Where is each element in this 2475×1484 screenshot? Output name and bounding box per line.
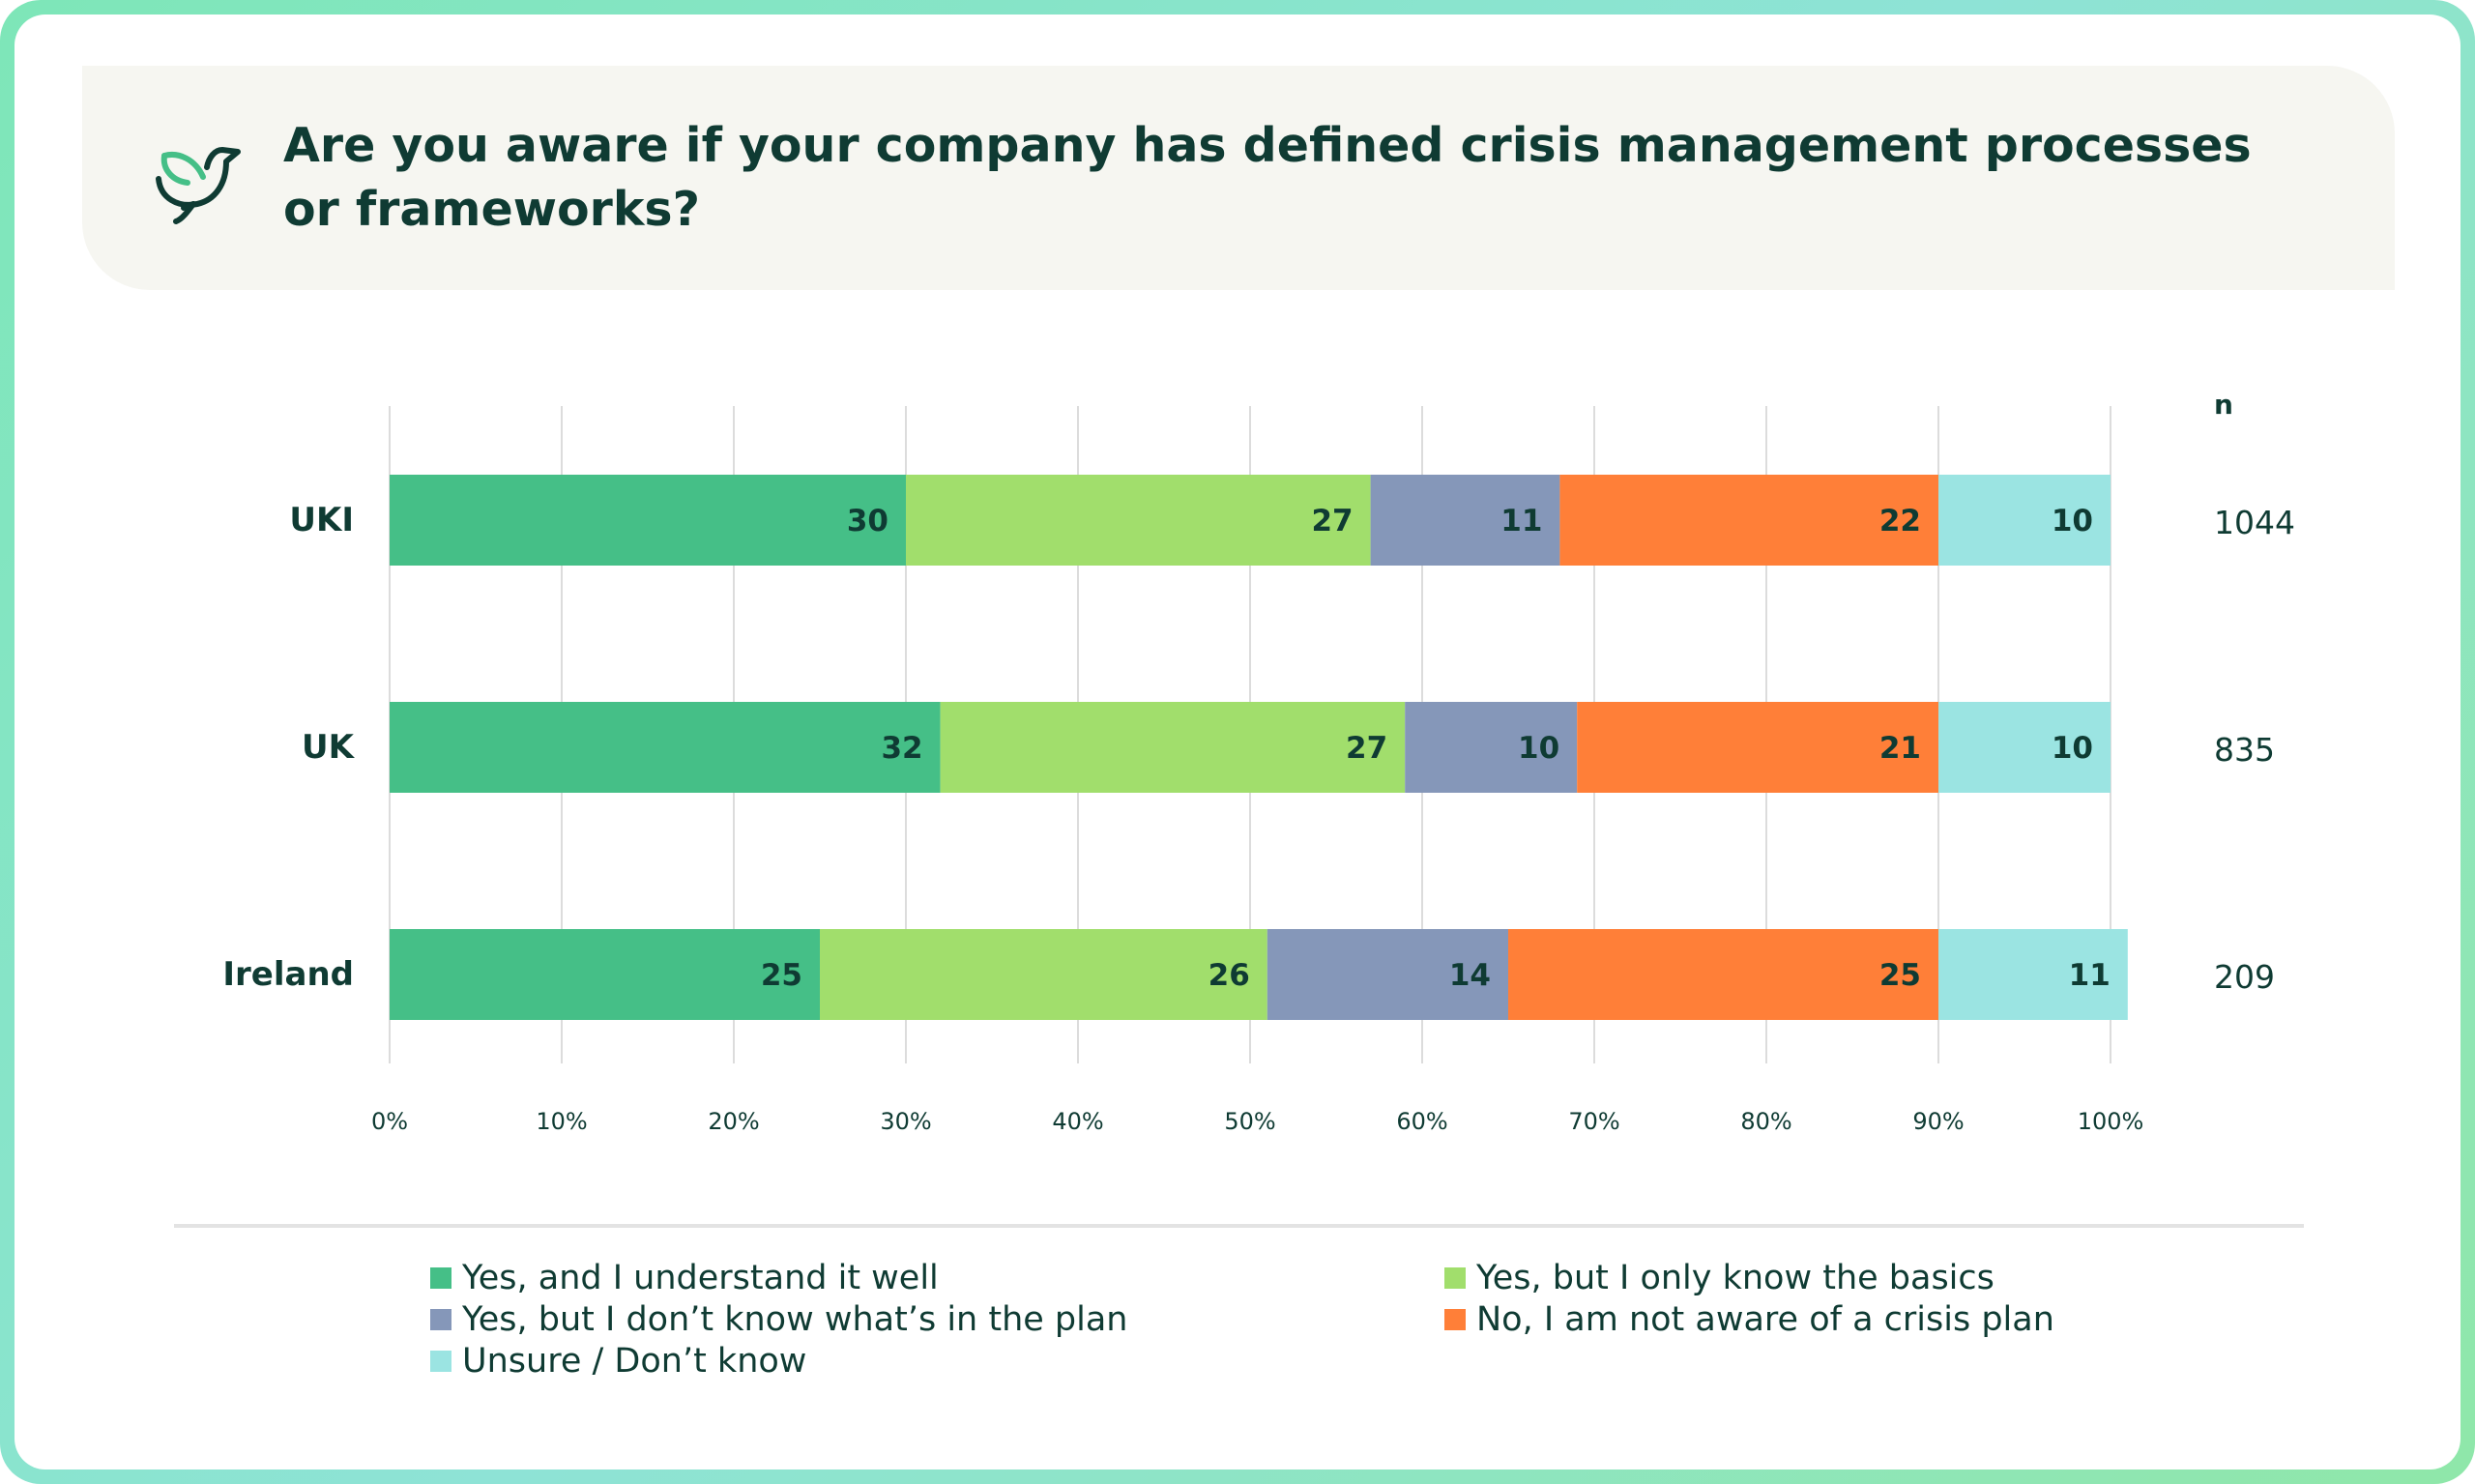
x-tick-label: 70% (1568, 1108, 1619, 1135)
legend-label: Yes, but I don’t know what’s in the plan (462, 1300, 1128, 1339)
legend-item: Yes, and I understand it well (430, 1258, 939, 1298)
legend-label: Unsure / Don’t know (462, 1342, 807, 1381)
data-label: 10 (2052, 731, 2093, 766)
data-label: 27 (1346, 731, 1387, 766)
bar-segment (820, 929, 1267, 1020)
data-label: 10 (1518, 731, 1559, 766)
legend-swatch (430, 1267, 451, 1289)
legend-label: Yes, and I understand it well (462, 1259, 939, 1297)
bar-segment (1405, 702, 1578, 793)
data-label: 21 (1879, 731, 1921, 766)
legend-item: Yes, but I don’t know what’s in the plan (430, 1299, 1127, 1340)
legend-divider (174, 1224, 2304, 1228)
data-label: 30 (847, 504, 888, 538)
legend-swatch (1444, 1267, 1466, 1289)
bar-segment (940, 702, 1406, 793)
x-tick-label: 100% (2078, 1108, 2144, 1135)
bar-segment (1508, 929, 1938, 1020)
bar-segment (1370, 475, 1560, 566)
data-label: 14 (1449, 958, 1491, 993)
bar-segment (390, 475, 906, 566)
sample-size-value: 209 (2214, 958, 2275, 996)
sample-size-header: n (2214, 389, 2233, 421)
x-tick-label: 10% (536, 1108, 587, 1135)
data-label: 26 (1208, 958, 1250, 993)
legend-item: Yes, but I only know the basics (1444, 1258, 1995, 1298)
sample-size-value: 835 (2214, 731, 2275, 769)
category-label: UK (302, 728, 356, 767)
x-tick-label: 30% (880, 1108, 931, 1135)
category-label: UKI (289, 501, 354, 539)
legend-swatch (1444, 1309, 1466, 1330)
x-tick-label: 60% (1396, 1108, 1447, 1135)
bar-segment (390, 929, 820, 1020)
category-label: Ireland (222, 955, 354, 994)
data-label: 11 (1500, 504, 1542, 538)
legend-label: No, I am not aware of a crisis plan (1476, 1300, 2054, 1339)
legend-item: Unsure / Don’t know (430, 1341, 806, 1382)
dove-icon (156, 147, 241, 224)
legend-swatch (430, 1309, 451, 1330)
sample-size-value: 1044 (2214, 504, 2295, 541)
data-label: 11 (2069, 958, 2111, 993)
x-tick-label: 50% (1224, 1108, 1275, 1135)
legend-item: No, I am not aware of a crisis plan (1444, 1299, 2054, 1340)
bar-segment (1938, 702, 2111, 793)
page-title: Are you aware if your company has define… (283, 118, 2252, 237)
x-tick-label: 40% (1052, 1108, 1103, 1135)
data-label: 10 (2052, 504, 2093, 538)
x-tick-label: 90% (1912, 1108, 1964, 1135)
data-label: 32 (881, 731, 922, 766)
question-header: Are you aware if your company has define… (82, 66, 2395, 290)
bar-segment (1267, 929, 1508, 1020)
data-label: 25 (761, 958, 802, 993)
data-label: 22 (1879, 504, 1921, 538)
legend-swatch (430, 1351, 451, 1372)
stacked-bar-chart: 0% 10% 20% 30% 40% 50% 60% 70% 80% 90% 100% 30 27 11 2… (222, 389, 2295, 1135)
bar-segment (906, 475, 1371, 566)
x-tick-label: 0% (371, 1108, 408, 1135)
legend-label: Yes, but I only know the basics (1476, 1259, 1995, 1297)
bar-segment (390, 702, 941, 793)
x-tick-label: 20% (708, 1108, 759, 1135)
bar-segment (1559, 475, 1938, 566)
bar-segment (1938, 475, 2111, 566)
bar-segment (1938, 929, 2128, 1020)
x-tick-label: 80% (1740, 1108, 1791, 1135)
data-label: 25 (1879, 958, 1921, 993)
data-label: 27 (1311, 504, 1353, 538)
bar-segment (1577, 702, 1938, 793)
